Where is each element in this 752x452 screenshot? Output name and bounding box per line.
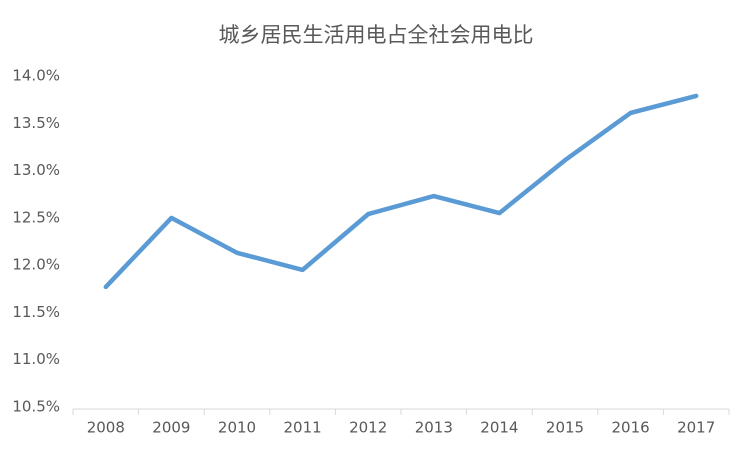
x-tick-label: 2013 (415, 419, 453, 437)
x-tick-label: 2017 (677, 419, 715, 437)
y-tick-label: 11.5% (12, 303, 60, 321)
y-tick-label: 13.5% (12, 114, 60, 132)
y-tick-label: 14.0% (12, 67, 60, 85)
chart-title: 城乡居民生活用电占全社会用电比 (219, 23, 534, 47)
x-tick-label: 2010 (218, 419, 256, 437)
x-tick-label: 2012 (349, 419, 387, 437)
y-tick-label: 13.0% (12, 161, 60, 179)
x-tick-label: 2011 (284, 419, 322, 437)
x-tick-label: 2015 (546, 419, 584, 437)
x-tick-label: 2014 (480, 419, 518, 437)
y-tick-label: 10.5% (12, 398, 60, 416)
y-tick-label: 12.0% (12, 256, 60, 274)
x-tick-label: 2008 (87, 419, 125, 437)
x-tick-label: 2009 (152, 419, 190, 437)
x-tick-label: 2016 (612, 419, 650, 437)
data-line (103, 93, 699, 290)
y-tick-label: 11.0% (12, 350, 60, 368)
y-tick-label: 12.5% (12, 208, 60, 226)
